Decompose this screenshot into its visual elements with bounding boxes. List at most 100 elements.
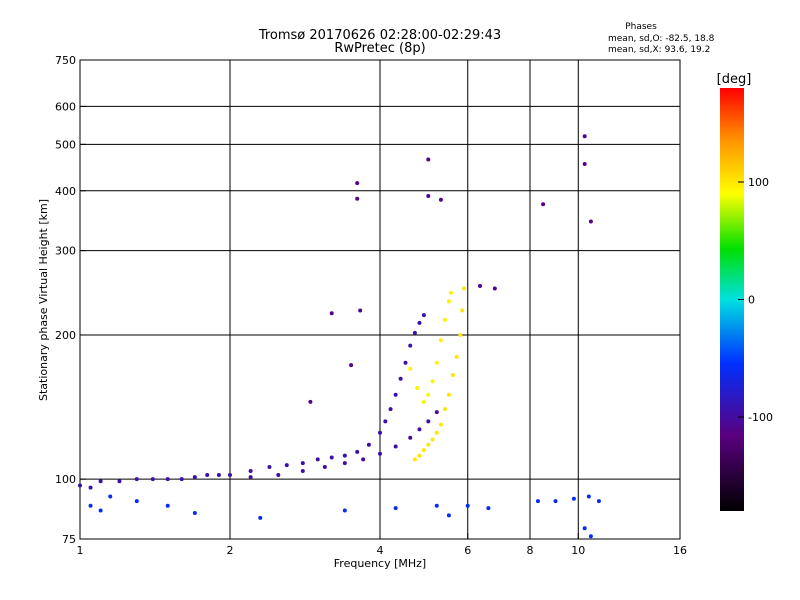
y-axis: 75 100 200 300 400 500 600 750 (55, 54, 86, 546)
data-point (322, 465, 327, 470)
data-point (450, 372, 455, 377)
data-point (434, 503, 439, 508)
x-tick-label: 4 (377, 544, 384, 557)
data-point (426, 442, 431, 447)
data-point (446, 299, 451, 304)
data-point (417, 453, 422, 458)
data-point (446, 513, 451, 518)
data-point (378, 430, 382, 435)
data-point (421, 448, 426, 453)
data-point (248, 468, 253, 473)
data-point (460, 308, 465, 313)
data-point (446, 392, 451, 397)
y-tick-label: 600 (55, 100, 76, 113)
data-point (358, 308, 363, 313)
stats-o-line: mean, sd,O: -82.5, 18.8 (608, 34, 715, 44)
data-point (388, 407, 393, 412)
data-point (88, 503, 93, 508)
data-point (535, 499, 540, 504)
data-point (408, 435, 413, 440)
x-tick-label: 1 (77, 544, 84, 557)
data-point (300, 468, 305, 473)
data-point (165, 477, 170, 482)
data-point (426, 157, 431, 162)
data-point (582, 134, 587, 139)
colorbar-label: [deg] (717, 72, 752, 87)
y-tick-label: 750 (55, 54, 76, 67)
x-axis-label: Frequency [MHz] (334, 557, 426, 570)
points-layer (78, 134, 601, 539)
x-tick-label: 6 (464, 544, 471, 557)
data-point (378, 451, 382, 456)
y-axis-label: Stationary phase Virtual Height [km] (37, 199, 50, 401)
y-tick-label: 75 (62, 533, 76, 546)
y-tick-label: 100 (55, 473, 76, 486)
data-point (308, 399, 313, 404)
y-tick-label: 300 (55, 245, 76, 258)
data-point (98, 479, 103, 484)
data-point (421, 313, 426, 318)
stats-heading: Phases (625, 22, 657, 32)
data-point (248, 475, 253, 480)
data-point (366, 442, 371, 447)
data-point (426, 419, 431, 424)
data-point (492, 286, 497, 291)
data-point (329, 455, 334, 460)
data-point (134, 477, 139, 482)
data-point (448, 290, 453, 295)
data-point (267, 465, 272, 470)
data-point (553, 499, 558, 504)
data-point (430, 437, 435, 442)
colorbar: [deg] -100 0 100 (717, 72, 773, 511)
colorbar-ticks: -100 0 100 (738, 176, 773, 424)
data-point (417, 427, 422, 432)
data-point (342, 508, 347, 513)
data-point (415, 385, 420, 390)
y-tick-label: 400 (55, 185, 76, 198)
stats-x-line: mean, sd,X: 93.6, 19.2 (608, 45, 710, 55)
data-point (393, 392, 398, 397)
data-point (417, 320, 422, 325)
data-point (412, 457, 417, 462)
data-point (458, 332, 463, 337)
data-point (205, 473, 210, 478)
data-point (393, 444, 398, 449)
data-point (403, 360, 408, 365)
data-point (349, 363, 354, 368)
data-point (258, 515, 263, 520)
data-point (192, 510, 197, 515)
data-point (442, 407, 447, 412)
data-point (430, 379, 435, 384)
data-point (216, 473, 221, 478)
data-point (284, 463, 289, 468)
data-point (442, 317, 447, 322)
colorbar-tick-label: -100 (748, 411, 773, 424)
data-point (398, 376, 403, 381)
data-point (596, 499, 601, 504)
data-point (355, 449, 360, 454)
data-point (426, 392, 431, 397)
data-point (117, 479, 122, 484)
data-point (179, 477, 184, 482)
data-point (478, 284, 483, 289)
plot-area (78, 59, 681, 540)
data-point (582, 526, 587, 531)
data-point (150, 477, 155, 482)
data-point (134, 499, 139, 504)
data-point (571, 496, 576, 501)
chart-title: Tromsø 20170626 02:28:00-02:29:43 (258, 28, 501, 43)
x-tick-label: 16 (673, 544, 687, 557)
data-point (228, 473, 232, 478)
data-point (434, 430, 439, 435)
data-point (421, 399, 426, 404)
data-point (342, 453, 347, 458)
data-point (586, 494, 591, 499)
data-point (393, 506, 398, 511)
data-point (438, 338, 443, 343)
data-point (300, 461, 305, 466)
chart-subtitle: RwPretec (8p) (334, 41, 425, 56)
data-point (315, 457, 320, 462)
data-point (588, 534, 593, 539)
colorbar-tick-label: 100 (748, 176, 769, 189)
